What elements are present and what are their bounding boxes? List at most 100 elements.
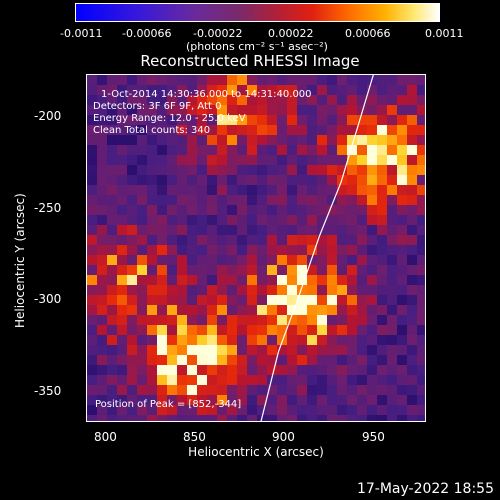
heatmap-cell [117, 285, 127, 295]
heatmap-cell [357, 135, 367, 145]
heatmap-cell [177, 215, 187, 225]
heatmap-cell [97, 125, 107, 135]
heatmap-cell [297, 375, 307, 385]
heatmap-cell [127, 275, 137, 285]
heatmap-cell [97, 305, 107, 315]
heatmap-cell [347, 215, 357, 225]
heatmap-cell [277, 85, 287, 95]
heatmap-cell [147, 125, 157, 135]
heatmap-cell [357, 415, 367, 421]
heatmap-cell [277, 215, 287, 225]
heatmap-cell [337, 415, 347, 421]
heatmap-cell [227, 255, 237, 265]
heatmap-cell [97, 175, 107, 185]
heatmap-cell [157, 205, 167, 215]
heatmap-cell [247, 385, 257, 395]
heatmap-cell [307, 185, 317, 195]
heatmap-cell [227, 415, 237, 421]
heatmap-cell [387, 275, 397, 285]
heatmap-cell [397, 415, 407, 421]
heatmap-cell [347, 245, 357, 255]
heatmap-cell [287, 175, 297, 185]
heatmap-cell [367, 145, 377, 155]
heatmap-cell [267, 335, 277, 345]
heatmap-cell [177, 205, 187, 215]
heatmap-cell [287, 235, 297, 245]
heatmap-cell [197, 265, 207, 275]
heatmap-cell [177, 415, 187, 421]
heatmap-cell [337, 345, 347, 355]
heatmap-cell [207, 75, 217, 85]
heatmap-cell [417, 275, 425, 285]
heatmap-cell [397, 365, 407, 375]
heatmap-cell [187, 175, 197, 185]
heatmap-cell [417, 335, 425, 345]
heatmap-cell [137, 165, 147, 175]
heatmap-cell [147, 175, 157, 185]
heatmap-cell [177, 325, 187, 335]
heatmap-cell [337, 285, 347, 295]
heatmap-cell [417, 255, 425, 265]
heatmap-cell [227, 145, 237, 155]
heatmap-cell [307, 305, 317, 315]
heatmap-cell [277, 405, 287, 415]
heatmap-cell [357, 185, 367, 195]
heatmap-cell [407, 155, 417, 165]
heatmap-cell [377, 95, 387, 105]
heatmap-cell [397, 275, 407, 285]
heatmap-cell [357, 85, 367, 95]
heatmap-cell [217, 145, 227, 155]
heatmap-cell [117, 415, 127, 421]
heatmap-cell [127, 205, 137, 215]
heatmap-cell [367, 175, 377, 185]
heatmap-cell [167, 185, 177, 195]
heatmap-cell [137, 375, 147, 385]
y-tick-label: -300 [34, 292, 62, 306]
heatmap-cell [137, 235, 147, 245]
heatmap-cell [137, 105, 147, 115]
heatmap-cell [217, 395, 227, 405]
heatmap-cell [187, 325, 197, 335]
heatmap-cell [287, 85, 297, 95]
heatmap-cell [377, 345, 387, 355]
heatmap-cell [197, 225, 207, 235]
heatmap-cell [337, 195, 347, 205]
heatmap-cell [307, 235, 317, 245]
heatmap-cell [237, 135, 247, 145]
heatmap-cell [407, 215, 417, 225]
heatmap-cell [207, 185, 217, 195]
heatmap-cell [117, 335, 127, 345]
heatmap-cell [267, 105, 277, 115]
heatmap-cell [87, 355, 97, 365]
heatmap-cell [177, 255, 187, 265]
heatmap-cell [347, 135, 357, 145]
heatmap-cell [137, 205, 147, 215]
heatmap-cell [237, 365, 247, 375]
heatmap-cell [207, 365, 217, 375]
heatmap-cell [417, 315, 425, 325]
heatmap-cell [377, 195, 387, 205]
heatmap-cell [397, 135, 407, 145]
heatmap-cell [257, 305, 267, 315]
heatmap-cell [387, 295, 397, 305]
heatmap-cell [227, 275, 237, 285]
heatmap-cell [377, 285, 387, 295]
heatmap-cell [157, 415, 167, 421]
heatmap-cell [167, 325, 177, 335]
heatmap-cell [127, 255, 137, 265]
heatmap-cell [207, 155, 217, 165]
heatmap-cell [217, 175, 227, 185]
heatmap-cell [187, 305, 197, 315]
heatmap-cell [107, 235, 117, 245]
heatmap-cell [247, 185, 257, 195]
heatmap-cell [247, 125, 257, 135]
heatmap-cell [157, 85, 167, 95]
heatmap-cell [377, 155, 387, 165]
heatmap-cell [137, 135, 147, 145]
heatmap-cell [417, 365, 425, 375]
heatmap-cell [97, 415, 107, 421]
heatmap-cell [197, 295, 207, 305]
heatmap-cell [187, 105, 197, 115]
heatmap-cell [417, 205, 425, 215]
heatmap-cell [137, 315, 147, 325]
